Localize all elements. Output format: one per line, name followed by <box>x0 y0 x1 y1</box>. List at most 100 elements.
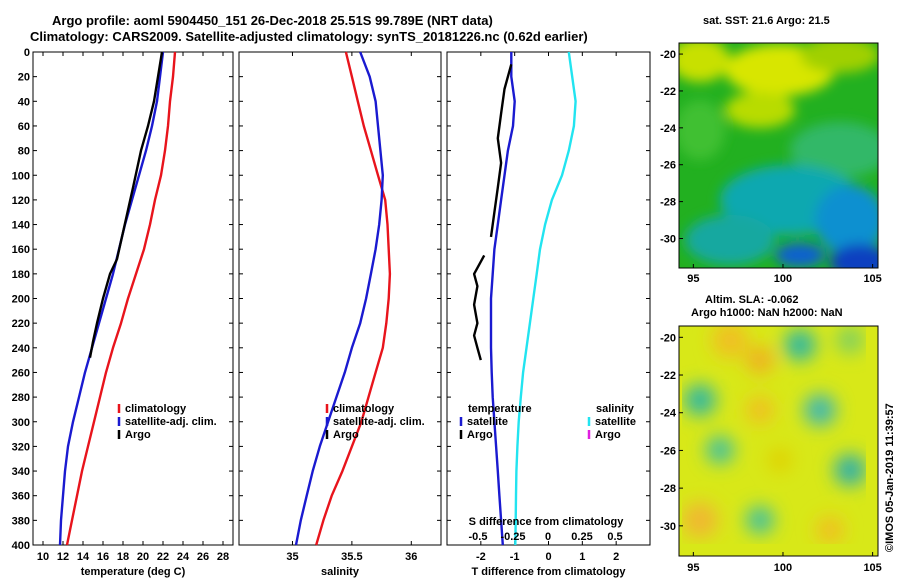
x-tick-label: 12 <box>57 551 69 563</box>
x-tick-label: -2 <box>476 551 486 563</box>
difference-profile-frame <box>446 51 651 546</box>
credit-text: ©IMOS 05-Jan-2019 11:39:57 <box>884 403 896 552</box>
series-temperature-argo <box>489 63 513 238</box>
map-y-tick-label: -24 <box>660 408 677 420</box>
x-tick-label: 18 <box>117 551 129 563</box>
sst-map <box>679 43 878 268</box>
x-tick-label: 1 <box>579 551 585 563</box>
title-line-2: Climatology: CARS2009. Satellite-adjuste… <box>30 29 588 44</box>
map-y-tick-label: -20 <box>660 332 676 344</box>
y-tick-label: 360 <box>12 491 30 503</box>
top-tick-label: -0.25 <box>500 531 525 543</box>
y-tick-label: 340 <box>12 466 30 478</box>
legend-label: satellite-adj. clim. <box>333 416 425 428</box>
y-tick-label: 80 <box>18 146 30 158</box>
x-tick-label: 28 <box>217 551 229 563</box>
map-x-tick-label: 100 <box>774 562 792 574</box>
x-tick-label: 26 <box>197 551 209 563</box>
x-tick-label: 35.5 <box>341 551 362 563</box>
title-line-1: Argo profile: aoml 5904450_151 26-Dec-20… <box>52 13 493 28</box>
y-tick-label: 220 <box>12 318 30 330</box>
legend-label: satellite <box>467 416 508 428</box>
top-tick-label: 0.5 <box>607 531 622 543</box>
y-tick-label: 240 <box>12 343 30 355</box>
map-y-tick-label: -24 <box>660 123 677 135</box>
x-tick-label: 10 <box>37 551 49 563</box>
legend-label: climatology <box>333 403 395 415</box>
series-satellite-adj-clim- <box>58 51 165 546</box>
map-y-tick-label: -26 <box>660 160 676 172</box>
y-tick-label: 0 <box>24 47 30 59</box>
map-y-tick-label: -22 <box>660 86 676 98</box>
map-y-tick-label: -30 <box>660 521 676 533</box>
map-y-tick-label: -26 <box>660 445 676 457</box>
y-tick-label: 180 <box>12 269 30 281</box>
y-tick-label: 20 <box>18 72 30 84</box>
map-y-tick-label: -30 <box>660 233 676 245</box>
top-tick-label: -0.5 <box>469 531 488 543</box>
x-tick-label: -1 <box>510 551 520 563</box>
top-tick-label: 0.25 <box>571 531 592 543</box>
x-tick-label: 0 <box>545 551 551 563</box>
y-tick-label: 280 <box>12 392 30 404</box>
y-tick-label: 40 <box>18 96 30 108</box>
legend-label: climatology <box>125 403 187 415</box>
legend-label: satellite-adj. clim. <box>125 416 217 428</box>
series-temperature-argo-deep <box>472 254 486 361</box>
series-climatology <box>65 51 177 546</box>
series-climatology <box>315 51 392 546</box>
x-tick-label: 24 <box>177 551 190 563</box>
sla-map-title-1: Altim. SLA: -0.062 <box>705 294 799 306</box>
x-tick-label: 14 <box>77 551 90 563</box>
map-x-tick-label: 95 <box>687 273 699 285</box>
legend-label: Argo <box>595 429 621 441</box>
legend-temperature-title: temperature <box>468 403 532 415</box>
x-tick-label: 2 <box>613 551 619 563</box>
map-y-tick-label: -22 <box>660 370 676 382</box>
difference-profile-xlabel: T difference from climatology <box>471 566 626 578</box>
sla-map <box>679 326 878 556</box>
map-x-tick-label: 105 <box>863 562 881 574</box>
sst-map-title: sat. SST: 21.6 Argo: 21.5 <box>703 15 830 27</box>
y-tick-label: 380 <box>12 515 30 527</box>
legend-label: Argo <box>333 429 359 441</box>
map-x-tick-label: 105 <box>863 273 881 285</box>
y-tick-label: 60 <box>18 121 30 133</box>
top-tick-label: 0 <box>545 531 551 543</box>
x-tick-label: 35 <box>286 551 298 563</box>
x-tick-label: 22 <box>157 551 169 563</box>
y-tick-label: 260 <box>12 367 30 379</box>
salinity-profile-frame <box>238 51 442 546</box>
map-x-tick-label: 100 <box>774 273 792 285</box>
y-tick-label: 320 <box>12 441 30 453</box>
y-tick-label: 300 <box>12 417 30 429</box>
sla-map-title-2: Argo h1000: NaN h2000: NaN <box>691 307 843 319</box>
y-tick-label: 160 <box>12 244 30 256</box>
y-tick-label: 140 <box>12 220 30 232</box>
temperature-profile-xlabel: temperature (deg C) <box>81 566 186 578</box>
sla-map-frame <box>678 325 879 557</box>
temperature-profile-frame <box>32 51 234 546</box>
map-y-tick-label: -28 <box>660 197 676 209</box>
map-y-tick-label: -28 <box>660 483 676 495</box>
x-tick-label: 20 <box>137 551 149 563</box>
legend-label: satellite <box>595 416 636 428</box>
y-tick-label: 100 <box>12 170 30 182</box>
map-x-tick-label: 95 <box>687 562 699 574</box>
y-tick-label: 120 <box>12 195 30 207</box>
series-salinity-satellite <box>514 51 577 546</box>
sst-map-frame <box>678 42 879 269</box>
series-temperature-satellite <box>489 52 516 546</box>
x-tick-label: 16 <box>97 551 109 563</box>
y-tick-label: 400 <box>12 540 30 552</box>
legend-label: Argo <box>125 429 151 441</box>
map-y-tick-label: -20 <box>660 49 676 61</box>
x-tick-label: 36 <box>405 551 417 563</box>
legend-salinity-title: salinity <box>596 403 635 415</box>
series-argo <box>88 51 164 358</box>
y-tick-label: 200 <box>12 294 30 306</box>
legend-label: Argo <box>467 429 493 441</box>
salinity-profile-xlabel: salinity <box>321 566 360 578</box>
series-satellite-adj-clim- <box>294 51 384 546</box>
